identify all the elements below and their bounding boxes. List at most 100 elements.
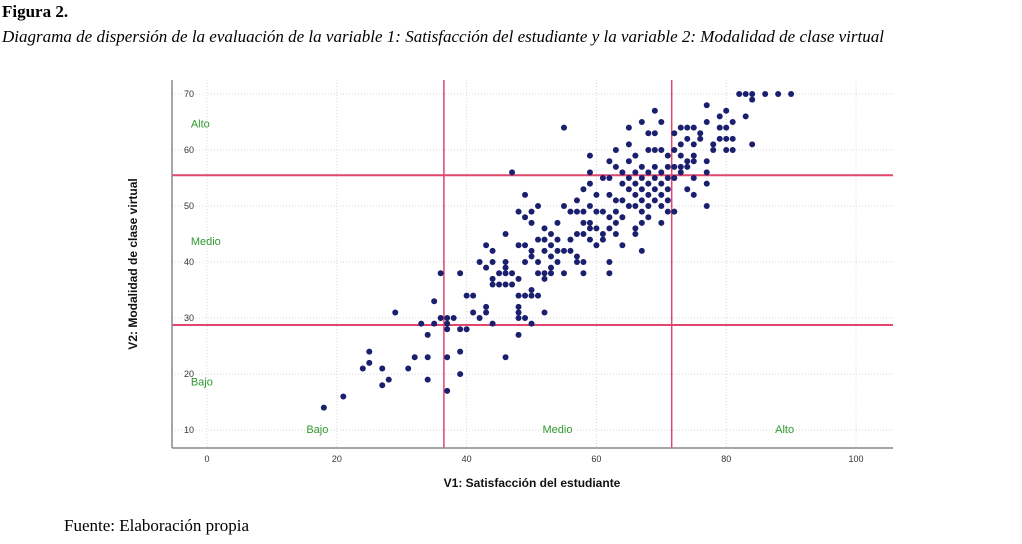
- scatter-point: [437, 315, 444, 322]
- scatter-point: [606, 214, 613, 221]
- scatter-point: [619, 169, 626, 176]
- scatter-point: [612, 231, 619, 238]
- scatter-point: [677, 152, 684, 159]
- scatter-point: [645, 147, 652, 154]
- scatter-point: [606, 175, 613, 182]
- scatter-point: [547, 231, 554, 238]
- scatter-point: [742, 91, 749, 98]
- scatter-point: [515, 275, 522, 282]
- scatter-point: [762, 91, 769, 98]
- x-tick-label: 40: [462, 454, 472, 464]
- scatter-point: [541, 270, 548, 277]
- scatter-point: [664, 152, 671, 159]
- scatter-point: [560, 124, 567, 131]
- y-tick-label: 40: [184, 257, 194, 267]
- scatter-point: [489, 259, 496, 266]
- scatter-point: [496, 270, 503, 277]
- scatter-point: [366, 359, 373, 366]
- scatter-point: [677, 124, 684, 131]
- scatter-point: [742, 113, 749, 120]
- scatter-point: [554, 247, 561, 254]
- scatter-point: [723, 124, 730, 131]
- axes: 0 20 40 60 80 100 10 20 30 40 50 60 70: [171, 80, 893, 464]
- scatter-point: [586, 152, 593, 159]
- scatter-point: [392, 309, 399, 316]
- scatter-point: [541, 247, 548, 254]
- scatter-point: [573, 231, 580, 238]
- scatter-point: [509, 169, 516, 176]
- scatter-point: [658, 203, 665, 210]
- grid: [172, 80, 893, 448]
- figure-source: Fuente: Elaboración propia: [64, 516, 250, 535]
- scatter-point: [749, 96, 756, 103]
- scatter-point: [457, 270, 464, 277]
- scatter-point: [567, 247, 574, 254]
- scatter-point: [405, 365, 412, 372]
- scatter-point: [638, 219, 645, 226]
- x-axis-title: V1: Satisfacción del estudiante: [444, 476, 621, 490]
- scatter-point: [651, 147, 658, 154]
- scatter-point: [489, 275, 496, 282]
- scatter-point: [522, 259, 529, 266]
- scatter-point: [502, 281, 509, 288]
- scatter-point: [593, 191, 600, 198]
- scatter-point: [444, 320, 451, 327]
- scatter-point: [457, 348, 464, 355]
- scatter-point: [554, 219, 561, 226]
- scatter-point: [664, 175, 671, 182]
- scatter-point: [580, 186, 587, 193]
- scatter-point: [671, 163, 678, 170]
- scatter-point: [476, 315, 483, 322]
- scatter-point: [502, 354, 509, 361]
- y-tick-label: 50: [184, 201, 194, 211]
- scatter-point: [703, 180, 710, 187]
- scatter-point: [749, 91, 756, 98]
- scatter-point: [515, 331, 522, 338]
- y-tick-label: 10: [184, 425, 194, 435]
- scatter-point: [586, 219, 593, 226]
- scatter-point: [535, 236, 542, 243]
- scatter-point: [612, 197, 619, 204]
- scatter-point: [638, 119, 645, 126]
- scatter-point: [515, 303, 522, 310]
- scatter-point: [535, 292, 542, 299]
- scatter-point: [522, 315, 529, 322]
- scatter-point: [606, 259, 613, 266]
- scatter-point: [684, 158, 691, 165]
- figure-caption: Diagrama de dispersión de la evaluación …: [2, 27, 884, 46]
- scatter-point: [632, 191, 639, 198]
- scatter-point: [651, 175, 658, 182]
- scatter-point: [664, 163, 671, 170]
- scatter-point: [677, 141, 684, 148]
- y-tick-label: 20: [184, 369, 194, 379]
- scatter-point: [509, 281, 516, 288]
- scatter-point: [457, 371, 464, 378]
- scatter-point: [567, 236, 574, 243]
- scatter-point: [703, 203, 710, 210]
- scatter-point: [463, 292, 470, 299]
- scatter-point: [632, 152, 639, 159]
- scatter-point: [541, 275, 548, 282]
- scatter-point: [444, 326, 451, 333]
- scatter-point: [612, 163, 619, 170]
- y-axis-title: V2: Modalidad de clase virtual: [126, 178, 140, 349]
- scatter-point: [684, 186, 691, 193]
- scatter-point: [489, 320, 496, 327]
- scatter-point: [703, 102, 710, 109]
- scatter-point: [547, 270, 554, 277]
- zone-labels: Bajo Medio Alto Alto Medio Bajo: [191, 119, 794, 436]
- y-tick-label: 60: [184, 145, 194, 155]
- scatter-point: [320, 404, 327, 411]
- scatter-point: [554, 236, 561, 243]
- scatter-point: [703, 158, 710, 165]
- zone-label: Medio: [191, 236, 221, 248]
- scatter-point: [502, 264, 509, 271]
- scatter-point: [489, 281, 496, 288]
- scatter-point: [502, 270, 509, 277]
- scatter-point: [625, 141, 632, 148]
- scatter-point: [606, 191, 613, 198]
- scatter-point: [560, 247, 567, 254]
- scatter-point: [729, 119, 736, 126]
- scatter-point: [593, 242, 600, 249]
- scatter-point: [690, 152, 697, 159]
